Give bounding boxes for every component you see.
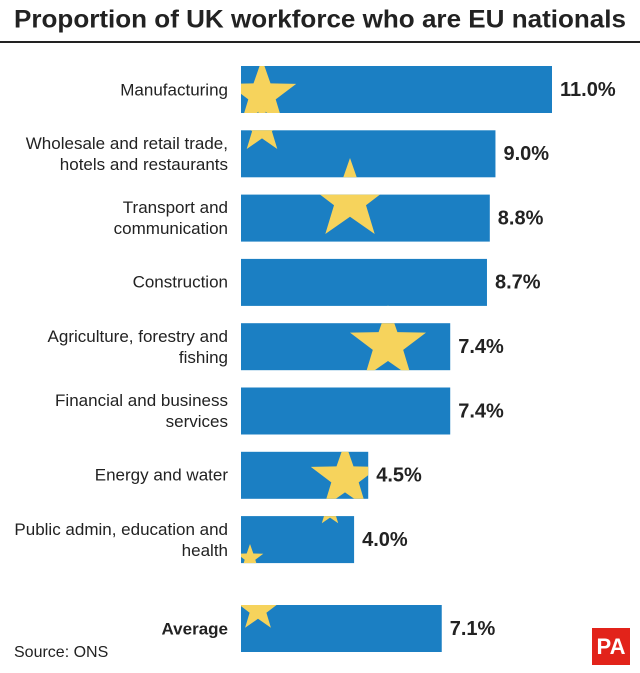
star [310, 442, 380, 508]
star [241, 66, 297, 125]
star [350, 305, 426, 378]
category-label: Construction [132, 272, 228, 292]
star [310, 158, 390, 234]
logo: PA [597, 634, 626, 659]
category-label: Average [161, 619, 228, 638]
value-label: 7.4% [458, 400, 504, 422]
value-label: 11.0% [560, 79, 616, 101]
category-label: Energy and water [94, 465, 228, 485]
bar [241, 130, 496, 178]
bar [241, 323, 451, 371]
value-label: 7.1% [450, 618, 496, 640]
logo-box [592, 628, 630, 665]
bar [241, 258, 487, 306]
category-label: Financial and business services [55, 391, 228, 431]
star [241, 588, 279, 628]
category-label: Agriculture, forestry and fishing [47, 326, 228, 367]
category-label: Transport and communication [113, 198, 228, 239]
value-label: 8.8% [498, 207, 544, 229]
value-label: 9.0% [503, 143, 549, 165]
bar [241, 66, 552, 113]
bar [241, 605, 442, 652]
value-label: 8.7% [495, 272, 541, 294]
star [241, 544, 264, 570]
source: Source: ONS [14, 644, 108, 661]
bar [241, 387, 451, 435]
value-label: 7.4% [458, 336, 504, 358]
value-label: 4.0% [362, 529, 408, 551]
category-label: Manufacturing [120, 80, 228, 99]
category-label: Wholesale and retail trade, hotels and r… [25, 133, 228, 174]
category-label: Public admin, education and health [14, 519, 228, 560]
value-label: 4.5% [376, 465, 422, 487]
chart-title: Proportion of UK workforce who are EU na… [14, 6, 626, 34]
